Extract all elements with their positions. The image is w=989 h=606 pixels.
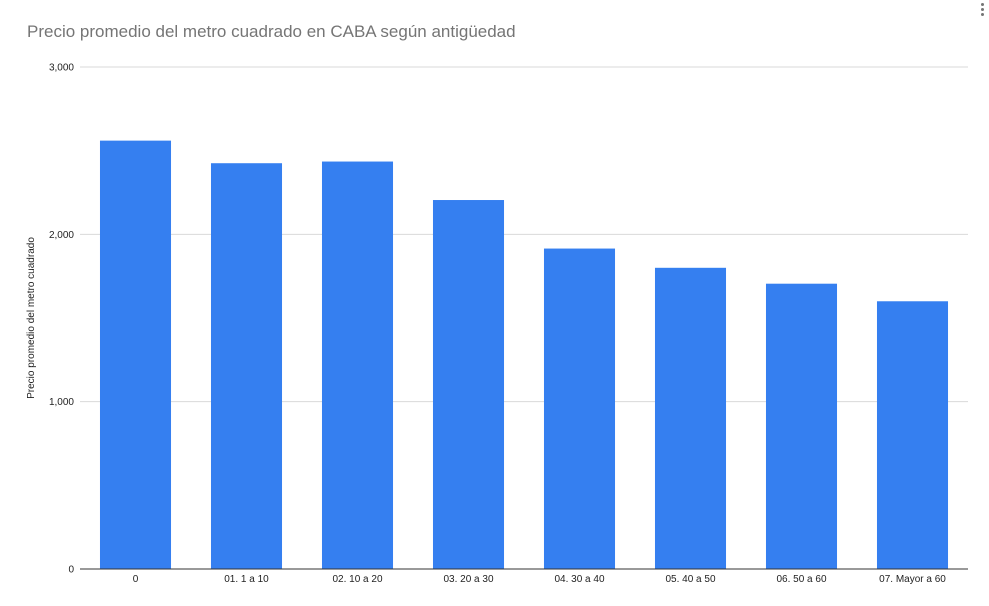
bar[interactable] <box>765 283 838 569</box>
y-tick-label: 0 <box>68 565 74 576</box>
bar[interactable] <box>432 200 505 569</box>
x-tick-label: 05. 40 a 50 <box>665 574 715 585</box>
x-tick-label: 06. 50 a 60 <box>776 574 826 585</box>
y-tick-label: 1,000 <box>49 397 74 408</box>
x-tick-label: 0 <box>133 574 139 585</box>
x-tick-label: 02. 10 a 20 <box>332 574 382 585</box>
bar[interactable] <box>654 267 727 569</box>
y-axis-title: Precio promedio del metro cuadrado <box>26 237 37 399</box>
x-tick-label: 07. Mayor a 60 <box>879 574 946 585</box>
bar[interactable] <box>876 301 949 569</box>
bar[interactable] <box>321 161 394 569</box>
more-vert-icon[interactable] <box>977 0 987 18</box>
x-tick-label: 04. 30 a 40 <box>554 574 604 585</box>
x-tick-label: 01. 1 a 10 <box>224 574 269 585</box>
chart-title: Precio promedio del metro cuadrado en CA… <box>27 22 516 41</box>
y-tick-label: 2,000 <box>49 230 74 241</box>
bar[interactable] <box>210 163 283 569</box>
bar[interactable] <box>543 248 616 569</box>
x-tick-label: 03. 20 a 30 <box>443 574 493 585</box>
bar[interactable] <box>99 140 172 570</box>
y-tick-label: 3,000 <box>49 63 74 74</box>
